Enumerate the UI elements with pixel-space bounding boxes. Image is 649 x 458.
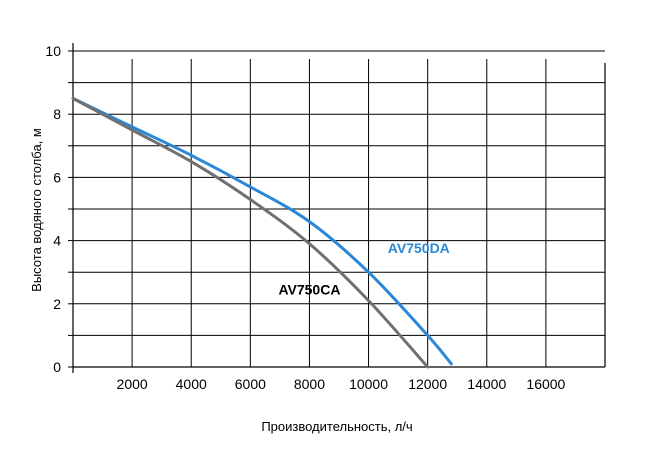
x-tick-label: 16000 <box>526 376 565 392</box>
series-lines <box>71 96 453 369</box>
y-tick-label: 0 <box>53 359 61 375</box>
y-tick-label: 2 <box>53 296 61 312</box>
axes <box>68 43 606 373</box>
y-tick-label: 8 <box>53 106 61 122</box>
y-tick-label: 4 <box>53 233 61 249</box>
y-tick-label: 6 <box>53 169 61 185</box>
series-label-av750da: AV750DA <box>388 240 450 256</box>
series-label-av750ca: AV750CA <box>278 281 340 297</box>
x-tick-label: 8000 <box>294 376 325 392</box>
x-tick-label: 6000 <box>235 376 266 392</box>
x-tick-label: 4000 <box>176 376 207 392</box>
series-line-av750da <box>71 96 453 366</box>
series-labels: AV750DA AV750CA <box>278 240 449 297</box>
x-tick-label: 12000 <box>408 376 447 392</box>
x-axis-title: Производительность, л/ч <box>261 419 412 434</box>
series-line-av750ca <box>71 96 430 369</box>
x-axis-ticks: 2000 4000 6000 8000 10000 12000 14000 16000 <box>117 376 566 392</box>
y-axis-ticks: 0 2 4 6 8 10 <box>45 43 61 375</box>
x-tick-label: 14000 <box>467 376 506 392</box>
y-axis-title: Высота водяного столба, м <box>29 128 44 292</box>
y-tick-label: 10 <box>45 43 61 59</box>
x-tick-label: 10000 <box>349 376 388 392</box>
x-tick-label: 2000 <box>117 376 148 392</box>
grid <box>73 50 605 367</box>
